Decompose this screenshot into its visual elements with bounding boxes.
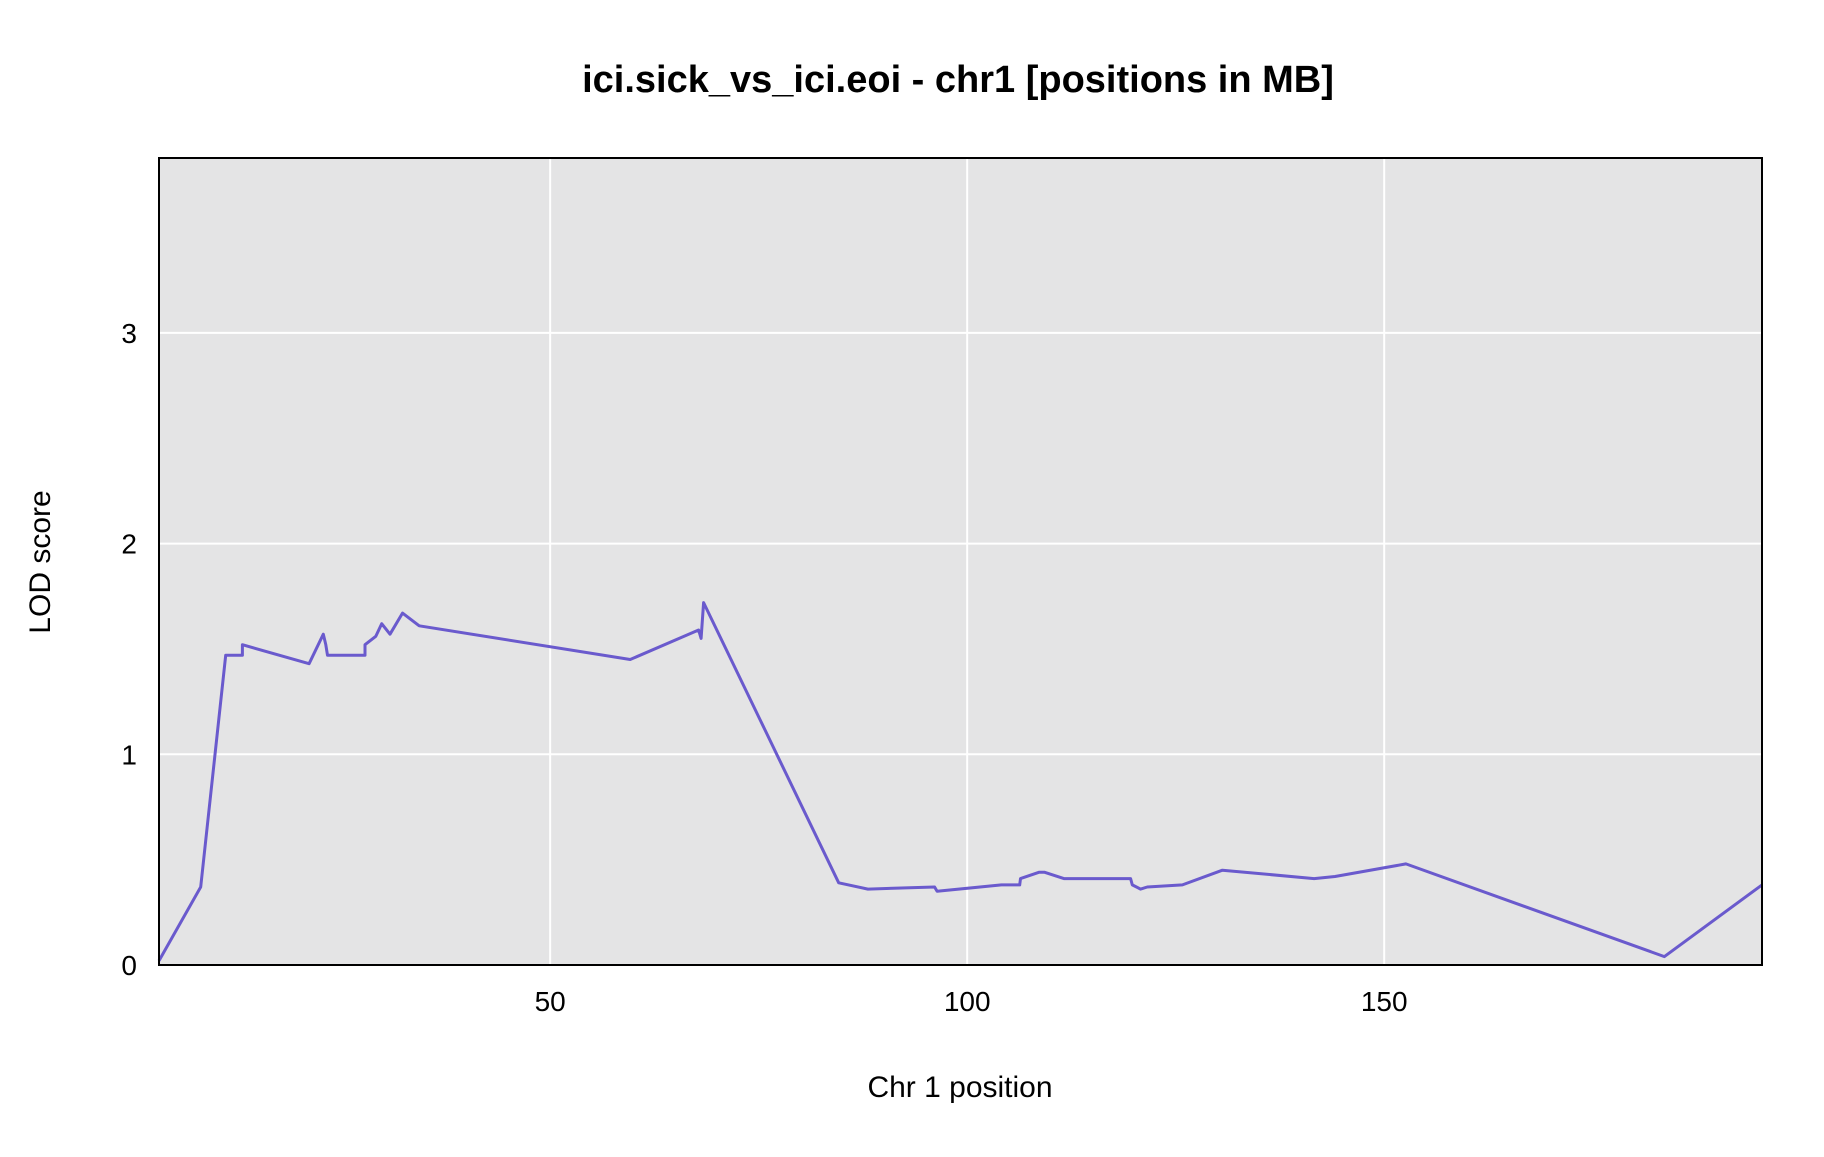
- chart-title: ici.sick_vs_ici.eoi - chr1 [positions in…: [582, 59, 1334, 101]
- plot-frame: [158, 157, 1763, 966]
- lod-series-line: [157, 601, 1763, 962]
- y-tick-label: 3: [121, 318, 137, 349]
- x-axis-label: Chr 1 position: [867, 1071, 1052, 1104]
- y-tick-label: 1: [121, 739, 137, 770]
- series-layer: [157, 601, 1763, 962]
- tick-labels: 50 100 150 0 1 2 3: [121, 318, 1407, 1017]
- y-tick-label: 0: [121, 950, 137, 981]
- x-tick-label: 150: [1361, 986, 1408, 1017]
- plot-panel: [159, 158, 1762, 965]
- y-axis-label: LOD score: [24, 490, 57, 633]
- x-tick-label: 50: [535, 986, 566, 1017]
- grid-lines: [159, 158, 1762, 965]
- y-tick-label: 2: [121, 529, 137, 560]
- x-tick-label: 100: [944, 986, 991, 1017]
